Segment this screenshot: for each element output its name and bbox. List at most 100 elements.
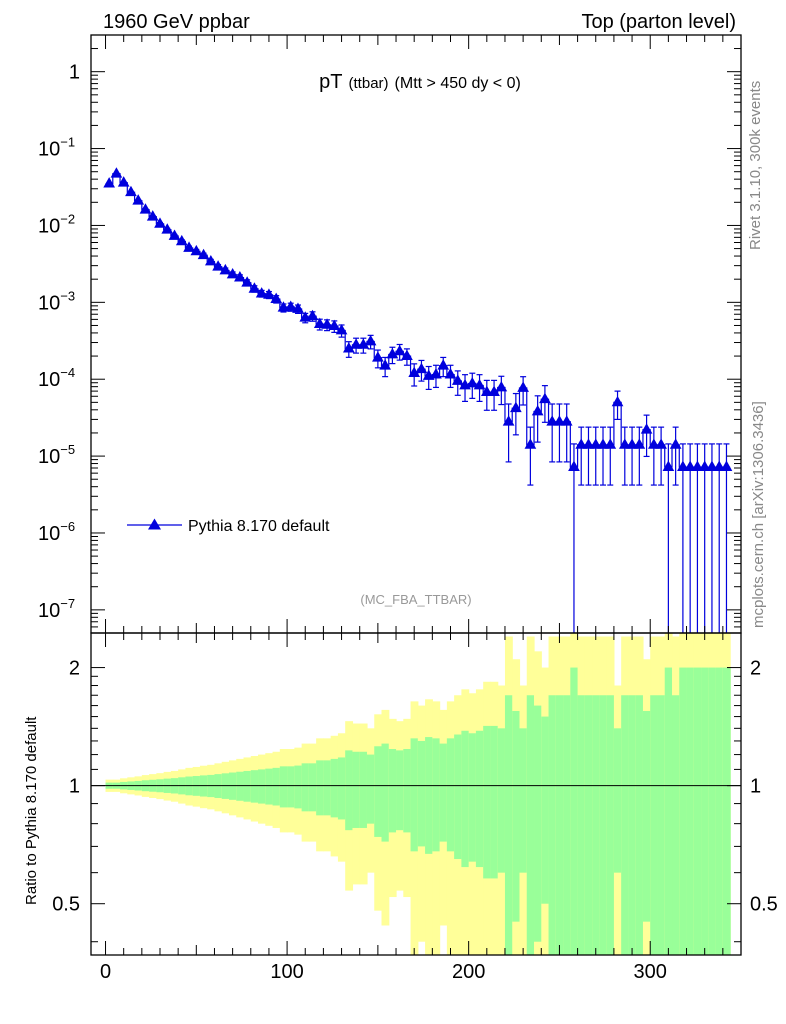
data-point bbox=[495, 381, 508, 392]
ratio-band-inner bbox=[352, 751, 361, 828]
y-tick-base: 10 bbox=[38, 292, 60, 314]
data-point bbox=[313, 317, 326, 329]
ratio-band-inner bbox=[403, 748, 412, 833]
ratio-tick-label-left: 0.5 bbox=[52, 894, 80, 916]
data-point bbox=[103, 177, 116, 188]
ratio-band-inner bbox=[490, 725, 499, 879]
ratio-band-inner bbox=[657, 695, 666, 955]
data-point bbox=[364, 334, 377, 346]
data-point bbox=[139, 203, 152, 214]
ratio-band-inner bbox=[548, 695, 557, 955]
data-point bbox=[372, 351, 384, 362]
ratio-band-inner bbox=[330, 758, 339, 818]
data-point bbox=[226, 268, 239, 279]
y-tick-base: 10 bbox=[38, 523, 60, 545]
data-point bbox=[335, 324, 348, 335]
ratio-panel-frame bbox=[90, 632, 742, 956]
data-point bbox=[640, 423, 653, 434]
ratio-band-inner bbox=[584, 695, 593, 955]
ratio-band-inner bbox=[308, 763, 317, 812]
ratio-band-inner bbox=[425, 737, 433, 854]
ratio-band-inner bbox=[541, 716, 550, 904]
ratio-band-inner bbox=[628, 695, 637, 955]
header-left-label: 1960 GeV ppbar bbox=[103, 11, 250, 33]
y-tick-base: 10 bbox=[38, 446, 60, 468]
ratio-band-inner bbox=[701, 667, 709, 955]
ratio-band-inner bbox=[715, 667, 724, 955]
ratio-band-inner bbox=[555, 695, 564, 955]
data-point bbox=[415, 362, 428, 374]
data-point bbox=[524, 438, 537, 449]
x-tick-label: 100 bbox=[270, 961, 303, 983]
data-point bbox=[662, 460, 675, 471]
ratio-band-inner bbox=[287, 766, 295, 808]
data-point bbox=[401, 349, 413, 360]
plot-title: pT (ttbar) (Mtt > 450 dy < 0) bbox=[319, 71, 521, 93]
data-point bbox=[357, 338, 370, 349]
data-point bbox=[284, 300, 297, 311]
ratio-band-inner bbox=[461, 730, 470, 868]
ratio-band-inner bbox=[708, 667, 717, 955]
data-point bbox=[117, 176, 130, 187]
ratio-band-inner bbox=[512, 710, 521, 922]
ratio-band-inner bbox=[388, 748, 397, 833]
y-tick-exponent: −5 bbox=[60, 442, 75, 457]
data-point bbox=[488, 385, 500, 396]
plot-title-sub1: (ttbar) bbox=[349, 75, 389, 92]
data-point bbox=[190, 244, 203, 256]
analysis-watermark: (MC_FBA_TTBAR) bbox=[360, 592, 471, 607]
ratio-band-inner bbox=[417, 740, 426, 847]
legend: Pythia 8.170 default bbox=[127, 518, 330, 535]
y-tick-exponent: −2 bbox=[60, 211, 75, 226]
data-point bbox=[234, 271, 246, 282]
ratio-band-inner bbox=[613, 728, 622, 873]
mcplots-reference-label: mcplots.cern.ch [arXiv:1306.3436] bbox=[750, 401, 767, 628]
ratio-band-inner bbox=[475, 730, 484, 868]
main-plot-data bbox=[103, 167, 733, 633]
ratio-band-inner bbox=[722, 667, 731, 955]
y-tick-exponent: −3 bbox=[60, 288, 75, 303]
data-point bbox=[321, 318, 333, 329]
data-point bbox=[270, 292, 283, 304]
ratio-tick-label-right: 1 bbox=[750, 776, 761, 798]
ratio-band-inner bbox=[599, 695, 608, 955]
ratio-band-inner bbox=[432, 738, 441, 852]
data-point bbox=[510, 401, 522, 413]
data-point bbox=[212, 260, 224, 271]
data-point bbox=[437, 359, 450, 370]
series-line bbox=[105, 173, 731, 468]
header-right-label: Top (parton level) bbox=[581, 11, 736, 33]
ratio-band-inner bbox=[337, 757, 346, 820]
data-point bbox=[604, 438, 617, 449]
plot-title-sub2: (Mtt > 450 dy < 0) bbox=[395, 75, 521, 92]
ratio-band-inner bbox=[446, 738, 455, 852]
ratio-band-inner bbox=[693, 667, 702, 955]
data-point bbox=[502, 415, 515, 426]
data-point bbox=[386, 347, 399, 359]
ratio-band-inner bbox=[468, 733, 477, 862]
ratio-band-inner bbox=[345, 750, 354, 831]
y-tick-exponent: −6 bbox=[60, 519, 75, 534]
y-tick-base: 10 bbox=[38, 139, 60, 161]
main-panel-frame bbox=[90, 34, 742, 634]
data-point bbox=[611, 395, 624, 407]
rivet-version-label: Rivet 3.1.10, 300k events bbox=[747, 81, 764, 250]
y-tick-label: 1 bbox=[69, 62, 80, 84]
ratio-uncertainty-bands bbox=[105, 633, 731, 955]
ratio-band-inner bbox=[672, 695, 680, 955]
ratio-tick-label-left: 2 bbox=[69, 658, 80, 680]
data-point bbox=[328, 319, 341, 331]
data-point bbox=[306, 309, 319, 321]
data-point bbox=[539, 392, 551, 404]
ratio-band-inner bbox=[664, 667, 673, 955]
data-point bbox=[175, 234, 188, 246]
data-point bbox=[379, 359, 391, 370]
ratio-band-inner bbox=[323, 760, 332, 816]
ratio-band-inner bbox=[642, 710, 651, 922]
ratio-band-inner bbox=[359, 751, 368, 828]
ratio-band-inner bbox=[243, 770, 252, 802]
data-point bbox=[168, 229, 181, 240]
data-point bbox=[473, 378, 486, 390]
ratio-band-inner bbox=[606, 695, 615, 955]
data-point bbox=[146, 210, 159, 221]
